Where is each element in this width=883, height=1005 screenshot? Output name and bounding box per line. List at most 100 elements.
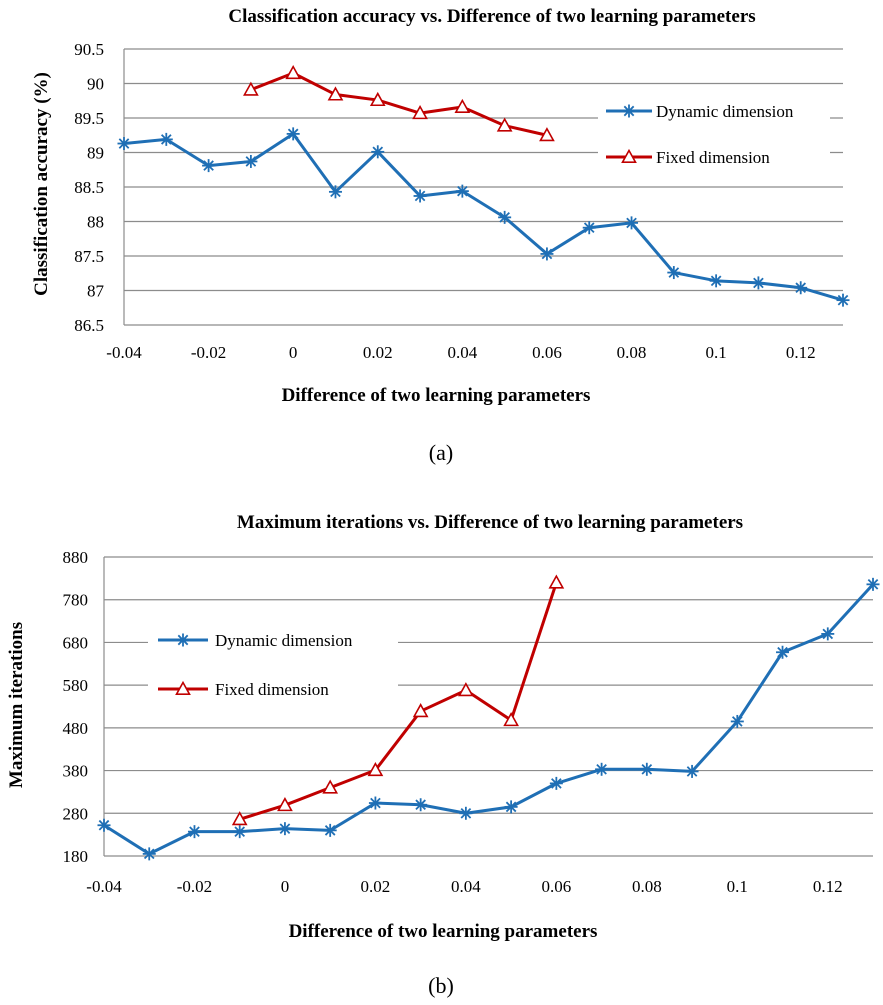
x-tick-label: 0.1: [705, 343, 726, 362]
chart-b-y-tick-labels: 180 280 380 480 580 680 780 880: [63, 548, 89, 866]
chart-a-dynamic-data-point: [328, 185, 342, 199]
chart-b-dynamic-data-point: [414, 798, 428, 812]
chart-a-gridlines: [124, 48, 843, 292]
chart-a-dynamic-data-point: [286, 127, 300, 141]
chart-b-fixed-data-point-shape: [231, 811, 248, 826]
x-tick-label: -0.02: [177, 877, 212, 896]
x-tick-label: -0.04: [106, 343, 142, 362]
chart-b-dynamic-data-point-stroke: [686, 766, 698, 777]
chart-b-dynamic-data-point: [504, 800, 518, 814]
chart-a-x-axis-title: Difference of two learning parameters: [282, 385, 591, 406]
y-tick-label: 86.5: [74, 316, 104, 335]
chart-a-fixed-data-point: [285, 65, 302, 80]
chart-a-dynamic-data-point-stroke: [330, 186, 341, 198]
chart-a-caption: (a): [429, 440, 453, 465]
chart-a-dynamic-data-point: [540, 247, 554, 261]
x-tick-label: 0: [289, 343, 298, 362]
legend-dynamic-label: Dynamic dimension: [215, 631, 353, 650]
chart-a-dynamic-data-point-stroke: [287, 128, 299, 140]
chart-a-fixed-data-point-shape: [412, 105, 428, 120]
chart-b-fixed-data-point-shape: [367, 761, 384, 777]
chart-a-dynamic-data-point-stroke: [118, 138, 130, 149]
chart-a-dynamic-series-line: [123, 132, 844, 302]
chart-b-dynamic-data-point-stroke: [641, 763, 653, 775]
chart-b-fixed-data-point: [367, 761, 384, 777]
y-tick-label: 680: [63, 633, 89, 652]
chart-b-dynamic-data-point: [776, 645, 790, 659]
x-tick-label: 0.02: [363, 343, 393, 362]
accuracy-chart: Classification accuracy vs. Difference o…: [31, 6, 850, 465]
chart-a-axes: [123, 49, 843, 326]
chart-a-dynamic-data-point-stroke: [583, 222, 595, 234]
chart-a-fixed-data-point-shape: [285, 65, 302, 80]
chart-b-dynamic-data-point-stroke: [324, 825, 336, 836]
chart-a-fixed-data-point: [454, 98, 471, 113]
y-tick-label: 87: [87, 282, 105, 301]
chart-b-dynamic-series-line: [103, 583, 875, 856]
x-tick-label: 0.12: [813, 877, 843, 896]
chart-b-dynamic-data-point: [866, 577, 880, 591]
chart-b-dynamic-data-point: [685, 764, 699, 778]
chart-a-fixed-data-point-shape: [454, 98, 471, 113]
chart-a-fixed-data-point-shape: [496, 117, 513, 132]
chart-b-dynamic-data-point-stroke: [777, 646, 788, 658]
legend-asterisk-marker: [176, 633, 190, 647]
legend-asterisk-marker-stroke: [177, 634, 189, 646]
legend-asterisk-marker: [622, 104, 636, 118]
y-tick-label: 88.5: [74, 178, 104, 197]
chart-a-series: [117, 65, 850, 307]
chart-b-dynamic-data-point-stroke: [415, 799, 426, 811]
legend-fixed-label: Fixed dimension: [215, 680, 329, 699]
x-tick-label: 0.02: [361, 877, 391, 896]
y-tick-label: 88: [87, 213, 104, 232]
chart-b-dynamic-data-point: [459, 806, 473, 820]
chart-b-dynamic-data-point-stroke: [551, 778, 562, 789]
chart-b-dynamic-data-point: [730, 714, 744, 728]
x-tick-label: 0.04: [451, 877, 481, 896]
y-tick-label: 580: [63, 676, 89, 695]
chart-a-x-tick-labels: -0.04 -0.02 0 0.02 0.04 0.06 0.08 0.1 0.12: [106, 343, 815, 362]
chart-b-dynamic-data-point: [368, 796, 382, 810]
y-tick-label: 90.5: [74, 40, 104, 59]
chart-b-dynamic-data-point: [821, 627, 835, 641]
chart-b-title: Maximum iterations vs. Difference of two…: [237, 512, 743, 533]
chart-b-series: [97, 574, 880, 861]
chart-b-dynamic-data-point-stroke: [731, 716, 743, 727]
legend-triangle-marker-shape: [175, 680, 191, 696]
legend-dynamic-label: Dynamic dimension: [656, 102, 794, 121]
chart-b-fixed-data-point: [277, 797, 293, 812]
chart-b-fixed-data-point: [458, 682, 474, 697]
chart-a-legend-background: [598, 96, 830, 172]
chart-b-fixed-series-line: [239, 582, 558, 821]
chart-b-caption: (b): [428, 973, 454, 998]
chart-a-dynamic-data-point: [117, 137, 131, 151]
chart-b-dynamic-data-point-stroke: [867, 579, 879, 590]
chart-a-dynamic-data-point: [667, 266, 681, 280]
chart-a-dynamic-data-point-stroke: [541, 248, 553, 260]
legend-dynamic-asterisk-icon: [176, 633, 190, 647]
y-tick-label: 280: [63, 804, 89, 823]
chart-b-dynamic-data-point: [595, 762, 609, 776]
chart-b-dynamic-data-point: [640, 762, 654, 776]
chart-b-fixed-data-point: [231, 811, 248, 826]
chart-a-fixed-data-point: [412, 105, 428, 120]
chart-b-dynamic-data-point: [142, 847, 156, 861]
y-tick-label: 380: [63, 762, 89, 781]
y-tick-label: 90: [87, 75, 104, 94]
x-tick-label: 0.04: [447, 343, 477, 362]
chart-b-dynamic-data-point: [323, 823, 337, 837]
legend-triangle-marker: [175, 680, 191, 696]
chart-b-dynamic-data-point-stroke: [279, 823, 291, 834]
chart-b-dynamic-data-point-stroke: [189, 826, 200, 837]
chart-a-dynamic-data-point-stroke: [414, 190, 426, 202]
chart-a-dynamic-data-point: [498, 210, 512, 224]
chart-b-fixed-data-point-shape: [548, 574, 565, 589]
chart-b-fixed-data-point: [412, 703, 429, 718]
chart-a-fixed-data-point: [496, 117, 513, 132]
chart-a-dynamic-data-point: [709, 274, 723, 288]
chart-a-dynamic-data-point-stroke: [245, 156, 257, 167]
chart-b-axes: [103, 557, 873, 857]
y-tick-label: 180: [63, 847, 89, 866]
legend-fixed-label: Fixed dimension: [656, 148, 770, 167]
